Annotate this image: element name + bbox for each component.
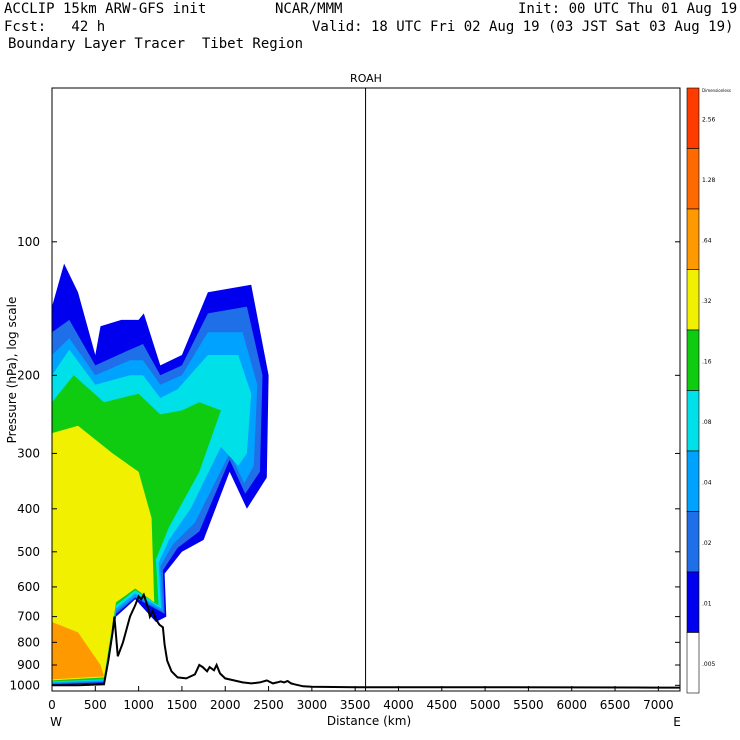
x-tick-label: 5000 [470,698,501,712]
west-label: W [50,715,62,729]
colorbar-label: .32 [702,298,712,305]
colorbar-swatch [686,632,700,694]
y-tick-label: 400 [17,502,40,516]
tracer-plume [52,263,269,686]
x-axis-ticks: 0 500 1000 1500 2000 2500 3000 3500 4000 4500 5000… [48,686,674,712]
x-tick-label: 5500 [513,698,544,712]
colorbar-label: .16 [702,358,712,365]
colorbar-swatch [686,208,700,270]
org-label: NCAR/MMM [275,1,343,17]
colorbar-label: .04 [702,479,712,486]
y-tick-label: 300 [17,446,40,460]
colorbar-swatch [686,571,700,633]
forecast-hour: Fcst: 42 h [4,19,106,35]
y-axis-label: Pressure (hPa), log scale [5,297,19,444]
x-tick-label: 6000 [556,698,587,712]
colorbar-label: .02 [702,540,712,547]
x-tick-label: 2500 [253,698,284,712]
colorbar-label: 2.56 [702,116,716,123]
colorbar-swatch [686,511,700,573]
x-tick-label: 3500 [340,698,371,712]
colorbar-label: .01 [702,600,712,607]
y-tick-label: 600 [17,580,40,594]
colorbar-swatch [686,87,700,149]
colorbar-title: Dimensionless [702,88,731,93]
colorbar-swatch [686,450,700,512]
plume-level-7 [52,622,104,680]
y-tick-label: 200 [17,368,40,382]
colorbar-label: .64 [702,237,712,244]
colorbar-swatch [686,269,700,331]
x-tick-label: 3000 [297,698,328,712]
colorbar-swatch [686,148,700,210]
colorbar-label: .005 [702,661,716,668]
y-tick-label: 800 [17,635,40,649]
x-tick-label: 2000 [210,698,241,712]
terrain-line [52,592,680,689]
colorbar: .005 .01 .02 .04 .08 .16 .32 .64 1.28 2.56 Dimensi… [686,87,731,694]
y-tick-label: 900 [17,658,40,672]
plume-level-6 [52,425,155,681]
y-tick-label: 1000 [9,678,40,692]
colorbar-swatch [686,329,700,391]
colorbar-label: 1.28 [702,177,716,184]
y-tick-label: 100 [17,235,40,249]
east-label: E [673,715,681,729]
x-tick-label: 7000 [643,698,674,712]
product-name: Boundary Layer Tracer Tibet Region [8,36,304,52]
terrain-profile [52,592,680,689]
x-tick-label: 1000 [123,698,154,712]
chart-title: ROAH [350,72,382,85]
x-tick-label: 6500 [600,698,631,712]
plot-frame [51,87,681,692]
colorbar-swatch [686,390,700,452]
x-tick-label: 4500 [427,698,458,712]
colorbar-label: .08 [702,419,712,426]
model-title: ACCLIP 15km ARW-GFS init [4,1,207,17]
x-tick-label: 4000 [383,698,414,712]
init-time: Init: 00 UTC Thu 01 Aug 19 [518,1,738,17]
valid-time: Valid: 18 UTC Fri 02 Aug 19 (03 JST Sat … [312,19,734,35]
x-tick-label: 500 [84,698,107,712]
y-axis-ticks: 100 200 300 400 500 600 700 800 900 1000 [9,235,680,692]
y-tick-label: 700 [17,610,40,624]
x-axis-label: Distance (km) [327,714,411,728]
y-tick-label: 500 [17,545,40,559]
x-tick-label: 0 [48,698,56,712]
x-tick-label: 1500 [167,698,198,712]
